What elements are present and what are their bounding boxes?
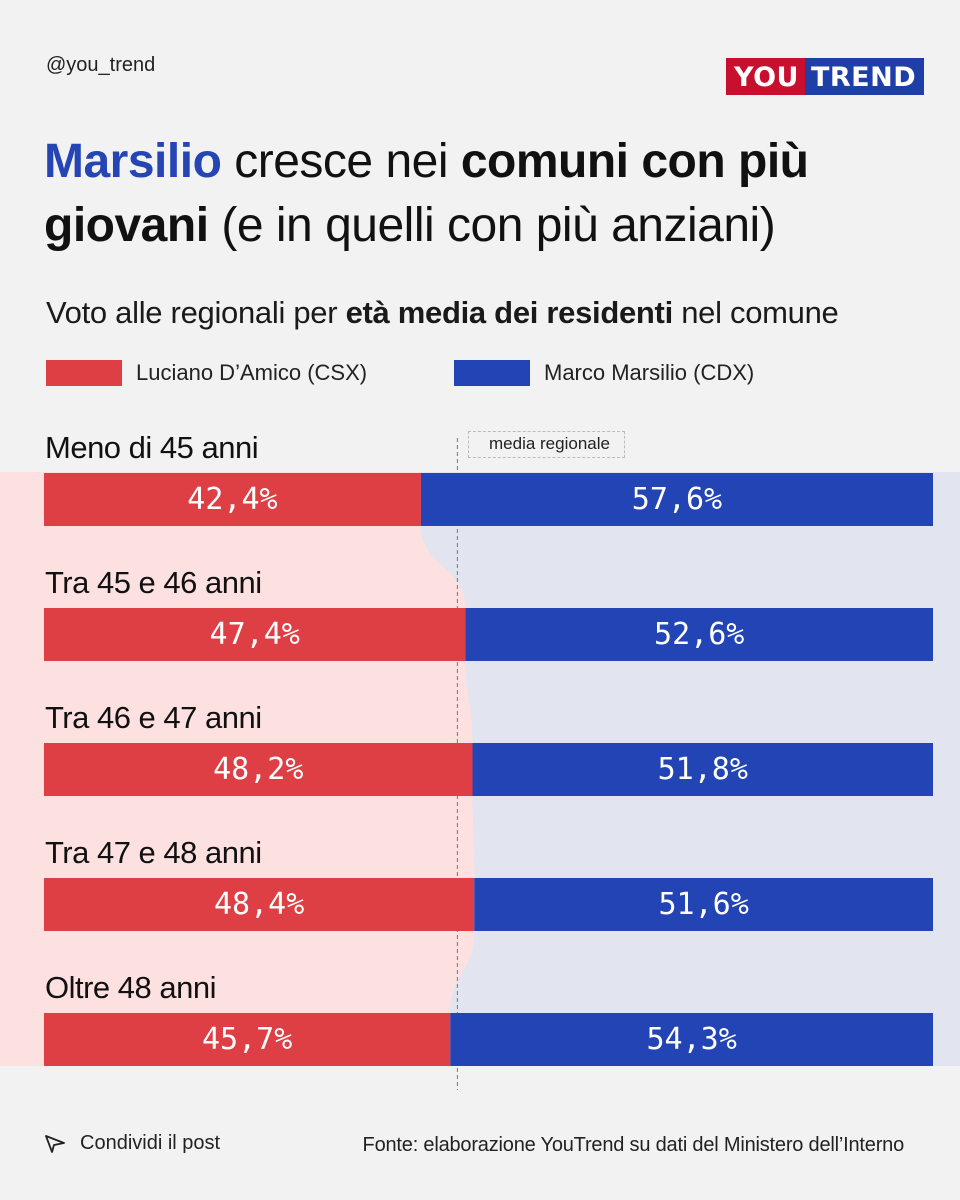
bar-csx bbox=[44, 878, 475, 931]
share-button[interactable]: Condividi il post bbox=[44, 1132, 220, 1155]
bar-csx bbox=[44, 1013, 451, 1066]
bar-csx bbox=[44, 608, 466, 661]
data-label-cdx: 51,8% bbox=[658, 752, 748, 787]
data-label-csx: 42,4% bbox=[187, 482, 277, 517]
reference-line-label: media regionale bbox=[468, 431, 625, 458]
bar-cdx bbox=[450, 1013, 933, 1066]
data-label-csx: 47,4% bbox=[210, 617, 300, 652]
send-icon bbox=[45, 1134, 65, 1153]
data-label-cdx: 57,6% bbox=[632, 482, 722, 517]
page-title: Marsilio cresce nei comuni con più giova… bbox=[44, 135, 809, 252]
bar-cdx bbox=[472, 743, 933, 796]
legend-label-csx: Luciano D’Amico (CSX) bbox=[136, 360, 368, 385]
category-label: Oltre 48 anni bbox=[45, 970, 216, 1005]
legend-item-csx: Luciano D’Amico (CSX) bbox=[46, 360, 367, 386]
legend-item-cdx: Marco Marsilio (CDX) bbox=[454, 360, 754, 386]
data-label-cdx: 51,6% bbox=[658, 887, 748, 922]
source-note: Fonte: elaborazione YouTrend su dati del… bbox=[362, 1134, 905, 1156]
category-label: Tra 46 e 47 anni bbox=[45, 700, 262, 735]
share-label: Condividi il post bbox=[80, 1132, 221, 1154]
legend-label-cdx: Marco Marsilio (CDX) bbox=[544, 360, 755, 385]
youtrend-logo: YOU TREND bbox=[726, 58, 925, 95]
data-label-csx: 48,4% bbox=[214, 887, 304, 922]
account-handle: @you_trend bbox=[46, 54, 156, 76]
bar-csx bbox=[44, 473, 421, 526]
category-label: Meno di 45 anni bbox=[45, 430, 258, 465]
category-label: Tra 47 e 48 anni bbox=[45, 835, 262, 870]
chart-subtitle: Voto alle regionali per età media dei re… bbox=[46, 295, 839, 330]
data-label-csx: 48,2% bbox=[213, 752, 303, 787]
bar-cdx bbox=[474, 878, 933, 931]
data-label-csx: 45,7% bbox=[202, 1022, 292, 1057]
data-label-cdx: 52,6% bbox=[654, 617, 744, 652]
bar-cdx bbox=[420, 473, 933, 526]
legend-swatch-cdx bbox=[454, 360, 530, 386]
bar-cdx bbox=[465, 608, 933, 661]
category-label: Tra 45 e 46 anni bbox=[45, 565, 262, 600]
data-label-cdx: 54,3% bbox=[646, 1022, 736, 1057]
bar-csx bbox=[44, 743, 473, 796]
legend-swatch-csx bbox=[46, 360, 122, 386]
